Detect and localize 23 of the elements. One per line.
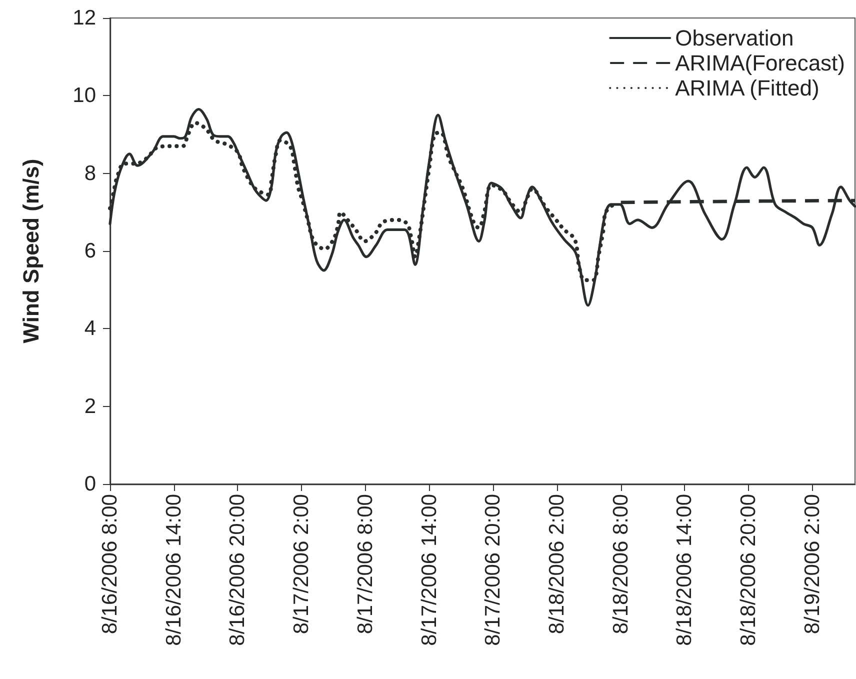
x-tick-label: 8/16/2006 8:00 [98,494,122,634]
y-tick-label: 6 [84,240,96,262]
y-tick-label: 10 [72,84,96,108]
x-tick-label: 8/17/2006 8:00 [354,494,377,634]
x-tick-label: 8/18/2006 2:00 [546,494,568,634]
x-tick-label: 8/17/2006 14:00 [418,494,441,646]
y-tick-label: 2 [84,394,96,418]
y-tick-label: 4 [84,317,96,340]
legend-label: ARIMA(Forecast) [675,50,846,76]
x-tick-label: 8/18/2006 14:00 [673,494,696,646]
legend-label: Observation [675,26,794,50]
x-tick-label: 8/18/2006 8:00 [609,494,632,634]
x-tick-label: 8/16/2006 20:00 [226,494,250,646]
x-tick-label: 8/19/2006 2:00 [800,494,824,634]
x-tick-label: 8/18/2006 20:00 [737,494,760,646]
x-tick-label: 8/17/2006 20:00 [482,494,505,646]
y-tick-label: 8 [84,162,96,185]
y-tick-label: 0 [84,472,96,496]
y-tick-label: 12 [72,6,96,30]
y-axis-title: Wind Speed (m/s) [18,158,44,344]
x-tick-label: 8/17/2006 2:00 [290,494,314,634]
legend-label: ARIMA (Fitted) [675,76,820,100]
x-tick-label: 8/16/2006 14:00 [162,494,186,646]
